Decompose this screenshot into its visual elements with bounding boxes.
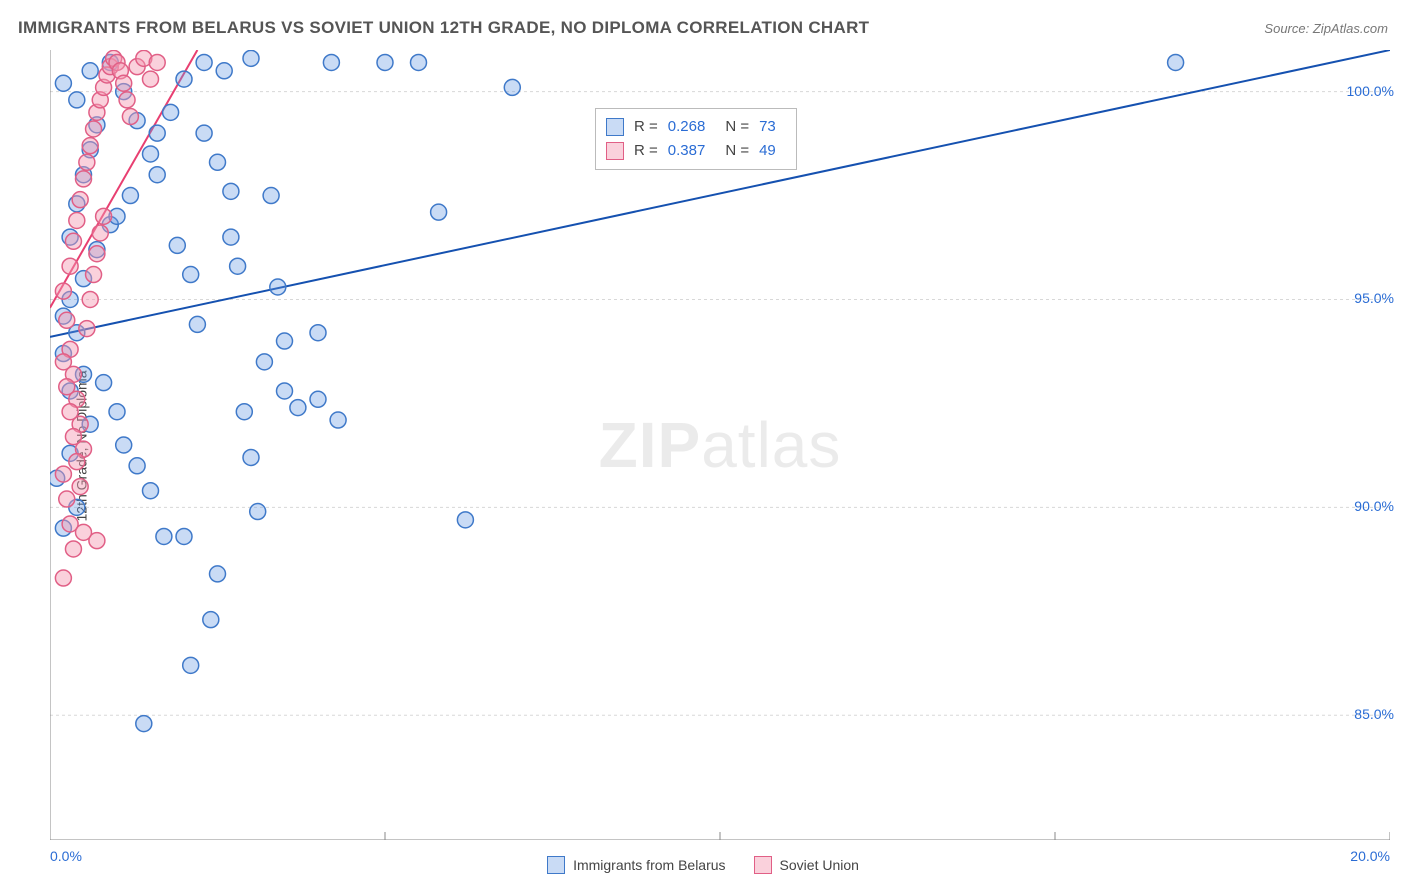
legend-swatch-soviet xyxy=(754,856,772,874)
y-tick-1: 90.0% xyxy=(1354,498,1394,514)
legend-item-soviet: Soviet Union xyxy=(754,856,859,874)
chart-source: Source: ZipAtlas.com xyxy=(1264,21,1388,36)
stats-r-label-0: R = xyxy=(634,115,658,139)
legend-item-belarus: Immigrants from Belarus xyxy=(547,856,725,874)
stats-r-value-0: 0.268 xyxy=(668,115,706,139)
stats-row-1: R = 0.387 N = 49 xyxy=(606,139,786,163)
bottom-legend: Immigrants from Belarus Soviet Union xyxy=(0,856,1406,874)
stats-swatch-1 xyxy=(606,142,624,160)
chart-header: IMMIGRANTS FROM BELARUS VS SOVIET UNION … xyxy=(18,18,1388,38)
stats-r-label-1: R = xyxy=(634,139,658,163)
stats-legend-box: R = 0.268 N = 73 R = 0.387 N = 49 xyxy=(595,108,797,170)
stats-n-label-0: N = xyxy=(725,115,749,139)
source-label: Source: xyxy=(1264,21,1309,36)
stats-row-0: R = 0.268 N = 73 xyxy=(606,115,786,139)
stats-r-value-1: 0.387 xyxy=(668,139,706,163)
source-name: ZipAtlas.com xyxy=(1313,21,1388,36)
stats-n-label-1: N = xyxy=(725,139,749,163)
legend-swatch-belarus xyxy=(547,856,565,874)
chart-title: IMMIGRANTS FROM BELARUS VS SOVIET UNION … xyxy=(18,18,869,38)
y-tick-0: 85.0% xyxy=(1354,706,1394,722)
y-tick-3: 100.0% xyxy=(1347,83,1394,99)
stats-n-value-0: 73 xyxy=(759,115,776,139)
y-tick-2: 95.0% xyxy=(1354,290,1394,306)
plot-area: ZIPatlas R = 0.268 N = 73 R = 0.387 N = … xyxy=(50,50,1390,840)
stats-n-value-1: 49 xyxy=(759,139,776,163)
legend-label-belarus: Immigrants from Belarus xyxy=(573,857,725,873)
stats-swatch-0 xyxy=(606,118,624,136)
legend-label-soviet: Soviet Union xyxy=(780,857,859,873)
